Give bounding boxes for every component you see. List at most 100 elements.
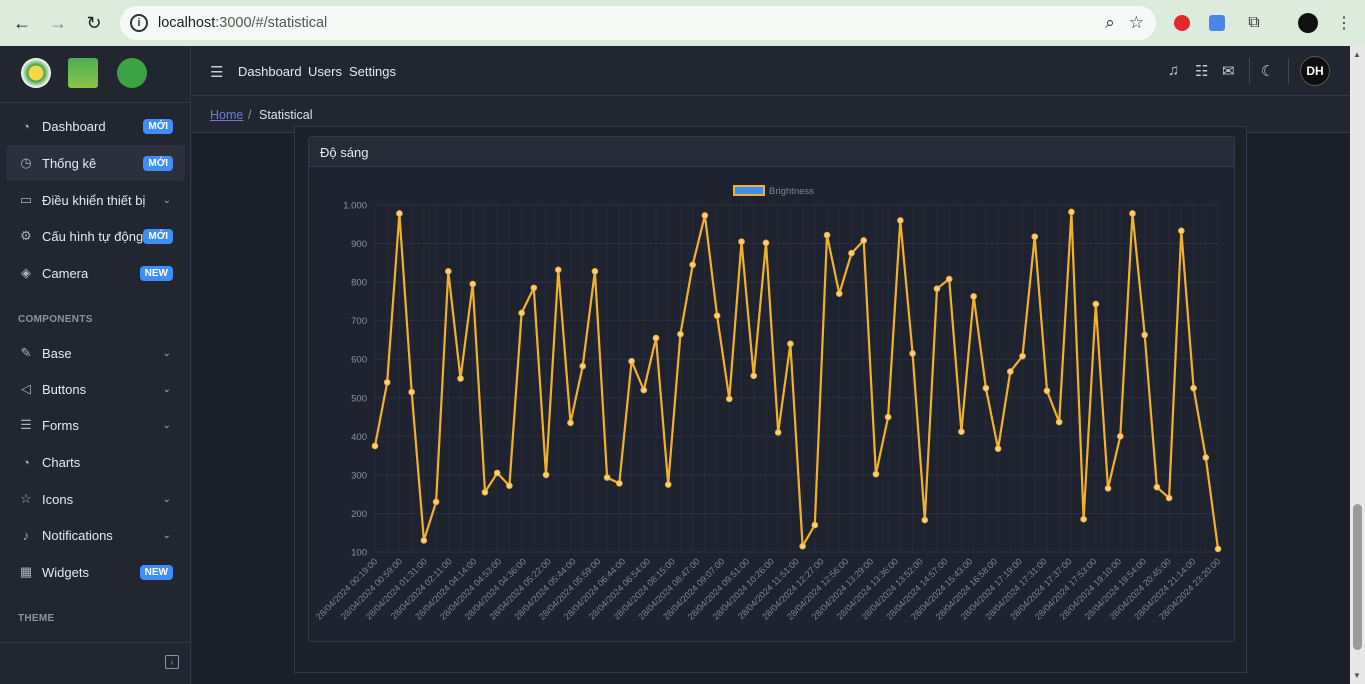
data-point xyxy=(835,290,843,297)
profile-icon[interactable] xyxy=(1296,11,1320,35)
data-point xyxy=(457,375,464,382)
data-point xyxy=(738,238,745,245)
scrollbar-thumb[interactable] xyxy=(1353,504,1362,650)
sidebar-item-label: Base xyxy=(42,345,72,361)
envelope-open-icon[interactable]: ✉ xyxy=(1222,63,1235,80)
legend-label: Brightness xyxy=(769,186,814,197)
chevron-down-icon: ⌄ xyxy=(162,529,171,541)
data-point xyxy=(1104,485,1112,492)
bookmark-star-icon[interactable]: ☆ xyxy=(1128,13,1144,32)
breadcrumb-home-link[interactable]: Home xyxy=(210,108,244,122)
scroll-down-icon[interactable]: ▼ xyxy=(1353,671,1361,680)
card-title: Độ sáng xyxy=(309,137,1234,167)
address-bar[interactable]: i localhost:3000/#/statistical ⌕ ☆ xyxy=(120,6,1156,40)
site-info-icon[interactable]: i xyxy=(130,14,148,32)
gear-icon: ⚙ xyxy=(20,228,32,243)
data-point xyxy=(1031,233,1039,240)
data-point xyxy=(713,312,721,319)
scroll-up-icon[interactable]: ▲ xyxy=(1353,50,1361,59)
data-point xyxy=(664,481,672,488)
y-tick-label: 400 xyxy=(351,432,367,443)
data-point xyxy=(469,280,477,288)
data-point xyxy=(884,413,892,421)
extensions-puzzle-icon[interactable]: ⧉ xyxy=(1248,14,1260,31)
sidebar-item-charts[interactable]: ◔ Charts xyxy=(6,444,185,480)
data-point xyxy=(396,210,403,217)
zoom-icon[interactable]: ⌕ xyxy=(1105,13,1115,32)
chevron-down-icon: ⌄ xyxy=(162,347,171,359)
page-scrollbar[interactable]: ▲ ▼ xyxy=(1350,46,1365,684)
sidebar-item-widgets[interactable]: ▦ Widgets NEW xyxy=(6,554,185,590)
data-point xyxy=(774,429,782,436)
data-point xyxy=(506,482,513,489)
sidebar-item-base[interactable]: ✎ Base ⌄ xyxy=(6,335,185,371)
data-point xyxy=(1007,368,1014,375)
chevron-down-icon: ⌄ xyxy=(162,493,171,505)
farm-image-logo-icon[interactable] xyxy=(68,58,98,88)
chart-pie-icon: ◷ xyxy=(20,155,32,170)
chevron-down-icon: ⌄ xyxy=(162,419,171,431)
browser-toolbar: ← → ↻ i localhost:3000/#/statistical ⌕ ☆… xyxy=(0,0,1365,46)
devices-icon: ▭ xyxy=(19,192,33,207)
data-point xyxy=(1055,418,1063,426)
sidebar-item-label: Widgets xyxy=(42,564,89,580)
data-point xyxy=(1116,433,1124,440)
moon-icon[interactable]: ☾ xyxy=(1261,63,1275,80)
sidebar-item-buttons[interactable]: ◁ Buttons ⌄ xyxy=(6,371,185,407)
sidebar-item-forms[interactable]: ☰ Forms ⌄ xyxy=(6,407,185,443)
sidebar-item-notifications[interactable]: ♪ Notifications ⌄ xyxy=(6,517,185,553)
sidebar-brand xyxy=(0,46,190,103)
menu-kebab-icon[interactable]: ⋮ xyxy=(1336,15,1352,32)
sidebar-item-camera[interactable]: ◈ Camera NEW xyxy=(6,255,185,291)
data-point xyxy=(640,386,648,394)
brightness-line-chart: 1002003004005006007008009001.00028/04/20… xyxy=(314,185,1222,622)
extension-red-icon[interactable] xyxy=(1170,11,1194,35)
sidebar-item-label: Charts xyxy=(42,454,81,470)
hamburger-menu-icon[interactable]: ☰ xyxy=(210,64,224,81)
star-icon: ☆ xyxy=(20,491,32,506)
data-point xyxy=(909,350,916,357)
brightness-series-line xyxy=(373,210,1220,550)
reload-icon[interactable]: ↻ xyxy=(86,12,102,33)
camera-icon: ◈ xyxy=(21,265,31,280)
sidebar-item-statistics[interactable]: ◷ Thống kê MỚI xyxy=(6,145,185,181)
sidebar-collapse-icon[interactable]: ‹ xyxy=(165,655,179,669)
header-link-users[interactable]: Users xyxy=(308,64,342,79)
data-point xyxy=(1153,483,1161,491)
data-point xyxy=(371,442,379,450)
y-tick-label: 800 xyxy=(351,278,367,289)
new-badge: MỚI xyxy=(143,118,173,134)
translate-icon[interactable] xyxy=(1205,11,1229,35)
bell-icon: ♪ xyxy=(22,527,30,543)
sidebar-item-icons[interactable]: ☆ Icons ⌄ xyxy=(6,481,185,517)
farm-logo-icon[interactable] xyxy=(117,58,147,88)
top-header: ☰ Dashboard Users Settings ♫ ☷ ✉ ☾ DH xyxy=(192,46,1350,96)
sidebar-item-device-control[interactable]: ▭ Điều khiển thiết bị ⌄ xyxy=(6,182,185,218)
header-link-dashboard[interactable]: Dashboard xyxy=(238,64,302,79)
data-point xyxy=(958,428,965,436)
avatar[interactable]: DH xyxy=(1300,56,1330,86)
sidebar-item-label: Dashboard xyxy=(42,118,106,134)
data-point xyxy=(848,249,855,257)
data-point xyxy=(933,285,941,292)
data-point xyxy=(591,268,599,275)
back-icon[interactable]: ← xyxy=(13,12,31,33)
forward-icon[interactable]: → xyxy=(49,12,67,33)
university-logo-icon[interactable] xyxy=(21,58,51,88)
bell-icon[interactable]: ♫ xyxy=(1168,62,1180,79)
data-point xyxy=(493,469,501,477)
sidebar-item-label: Notifications xyxy=(42,527,113,543)
sidebar-item-dashboard[interactable]: ◔ Dashboard MỚI xyxy=(6,108,185,144)
header-divider xyxy=(1288,58,1289,84)
data-point xyxy=(1202,454,1210,461)
sidebar-item-auto-config[interactable]: ⚙ Cấu hình tự động MỚI xyxy=(6,218,185,254)
data-point xyxy=(420,537,428,544)
list-icon[interactable]: ☷ xyxy=(1195,63,1209,80)
data-point xyxy=(481,488,489,496)
data-point xyxy=(982,384,990,392)
data-point xyxy=(762,239,770,247)
data-point xyxy=(1165,494,1173,502)
data-point xyxy=(701,212,709,219)
header-link-settings[interactable]: Settings xyxy=(349,64,396,79)
data-point xyxy=(1043,387,1051,395)
